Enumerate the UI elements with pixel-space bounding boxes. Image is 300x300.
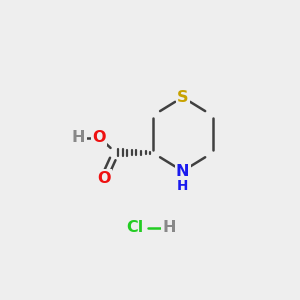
Text: H: H bbox=[72, 130, 86, 145]
Text: H: H bbox=[177, 179, 188, 193]
Text: O: O bbox=[97, 171, 111, 186]
Text: Cl: Cl bbox=[127, 220, 144, 235]
Text: O: O bbox=[93, 130, 106, 145]
Text: S: S bbox=[177, 90, 188, 105]
Text: H: H bbox=[162, 220, 175, 235]
Text: N: N bbox=[176, 164, 189, 178]
